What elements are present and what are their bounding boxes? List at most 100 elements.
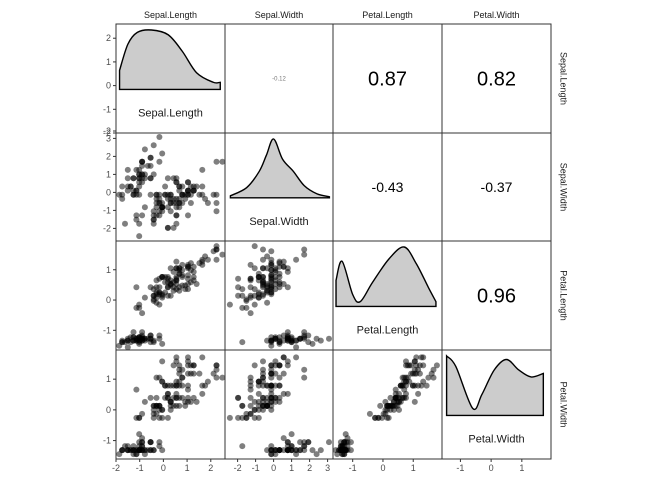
point (144, 447, 151, 454)
point (268, 256, 275, 263)
point (264, 287, 271, 294)
point (342, 431, 349, 438)
point (243, 414, 250, 421)
point (156, 332, 163, 339)
point (164, 414, 171, 421)
point (156, 191, 163, 198)
point (392, 386, 399, 393)
point (213, 208, 220, 215)
point (185, 370, 191, 377)
point (260, 366, 266, 373)
x-tick-label-sepal-width: 3 (325, 463, 330, 473)
point (272, 362, 279, 369)
point (213, 246, 220, 253)
point (268, 398, 275, 405)
point (130, 191, 137, 198)
point (156, 402, 163, 409)
point (251, 301, 258, 308)
x-tick-label-sepal-width: 1 (289, 463, 294, 473)
point (313, 451, 320, 458)
correlation-sepal-length-petal-length: 0.87 (368, 69, 407, 91)
point (260, 378, 266, 385)
point (139, 158, 146, 165)
point (147, 439, 154, 446)
point (136, 171, 143, 178)
point (124, 344, 131, 351)
point (293, 344, 300, 351)
point (397, 382, 404, 389)
point (179, 374, 186, 381)
point (150, 171, 157, 178)
y-tick-label-petal-length: 1 (106, 265, 111, 275)
point (317, 447, 324, 454)
point (297, 439, 304, 446)
point (268, 406, 275, 413)
y-tick-label-sepal-length: 1 (106, 57, 111, 67)
point (301, 374, 308, 381)
point (213, 374, 220, 381)
point (141, 204, 148, 211)
point (387, 394, 394, 401)
point (147, 154, 154, 161)
point (196, 370, 203, 377)
point (156, 158, 163, 165)
point (159, 358, 166, 365)
point (136, 337, 143, 344)
point (268, 279, 275, 286)
y-tick-label-sepal-length: -2 (103, 126, 111, 136)
point (408, 362, 415, 369)
point (284, 284, 291, 291)
panel-sepal-length-petal-width (442, 24, 551, 133)
scatter-petal-width-petal-length (332, 354, 440, 458)
point (133, 386, 140, 393)
point (150, 220, 157, 227)
point (301, 366, 308, 373)
point (213, 362, 220, 369)
x-tick-label-sepal-length: 1 (185, 463, 190, 473)
point (156, 291, 163, 298)
point (190, 370, 197, 377)
y-tick-label-sepal-width: -2 (103, 223, 111, 233)
point (199, 382, 206, 389)
y-tick-label-sepal-length: 2 (106, 33, 111, 43)
point (139, 329, 146, 336)
point (247, 410, 254, 417)
point (272, 447, 279, 454)
strip-right-petal-width: Petal.Width (559, 381, 569, 427)
point (144, 335, 151, 342)
density-label-sepal-width: Sepal.Width (249, 216, 308, 228)
point (156, 212, 163, 219)
correlation-sepal-width-petal-length: -0.43 (372, 179, 404, 195)
point (219, 374, 226, 381)
point (150, 339, 157, 346)
point (199, 191, 206, 198)
density-sepal-length (118, 29, 221, 91)
point (276, 447, 283, 454)
point (268, 337, 275, 344)
panel-sepal-length-petal-length (333, 24, 442, 133)
point (139, 162, 146, 169)
point (430, 374, 437, 381)
point (394, 398, 401, 405)
point (167, 292, 174, 299)
point (170, 268, 177, 275)
point (255, 378, 262, 385)
point (190, 268, 197, 275)
point (301, 246, 308, 253)
point (280, 447, 287, 454)
point (179, 272, 186, 279)
point (153, 394, 160, 401)
point (297, 335, 304, 342)
point (255, 414, 262, 421)
point (276, 337, 283, 344)
point (416, 362, 423, 369)
point (199, 166, 206, 173)
density-sepal-width (229, 138, 331, 199)
point (156, 134, 163, 140)
strip-top-sepal-width: Sepal.Width (255, 10, 304, 20)
point (264, 394, 271, 401)
point (409, 382, 416, 389)
point (235, 275, 242, 282)
